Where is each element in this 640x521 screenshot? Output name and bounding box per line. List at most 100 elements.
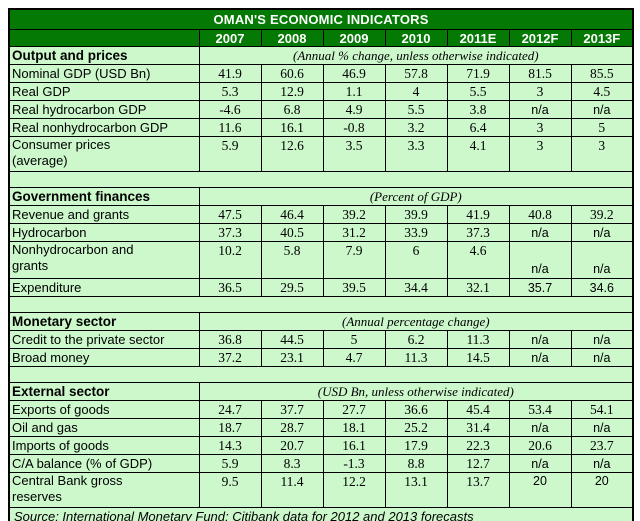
value-cell: 13.7 <box>446 472 510 508</box>
value-cell: 5.8 <box>260 241 324 279</box>
value-cell: 31.2 <box>322 223 386 242</box>
value-cell: 3.5 <box>322 136 386 172</box>
value-cell: 11.3 <box>446 330 510 349</box>
value-cell: 28.7 <box>260 418 324 437</box>
value-cell: 8.3 <box>260 454 324 473</box>
table-row-real-hydrocarbon-gdp: Real hydrocarbon GDP -4.6 6.8 4.9 5.5 3.8 n/a n… <box>8 100 634 119</box>
value-cell: 47.5 <box>198 205 262 224</box>
value-cell: 39.5 <box>322 278 386 297</box>
row-label: Nonhydrocarbon and grants <box>8 241 200 279</box>
value-cell: 16.1 <box>260 118 324 137</box>
value-cell: 3 <box>508 136 572 172</box>
value-cell: 20.6 <box>508 436 572 455</box>
table-row-nominal-gdp-usd-bn: Nominal GDP (USD Bn) 41.9 60.6 46.9 57.8 71.9… <box>8 64 634 83</box>
value-cell: 8.8 <box>384 454 448 473</box>
value-cell: 3.8 <box>446 100 510 119</box>
table-row-broad-money: Broad money 37.2 23.1 4.7 11.3 14.5 n/a n/a <box>8 348 634 367</box>
value-cell: 22.3 <box>446 436 510 455</box>
value-cell: n/a <box>508 418 572 437</box>
section-header-row-monetary-sector: Monetary sector (Annual percentage change… <box>8 312 634 331</box>
value-cell: 20 <box>570 472 634 508</box>
row-label: Real hydrocarbon GDP <box>8 100 200 119</box>
row-label: Central Bank gross reserves <box>8 472 200 508</box>
value-cell: 37.3 <box>198 223 262 242</box>
value-cell: 81.5 <box>508 64 572 83</box>
value-cell: n/a <box>508 241 572 279</box>
value-cell: 71.9 <box>446 64 510 83</box>
section-unit-note: (Annual percentage change) <box>198 312 634 331</box>
value-cell: 57.8 <box>384 64 448 83</box>
row-label: Expenditure <box>8 278 200 297</box>
value-cell: 4 <box>384 82 448 101</box>
section-spacer-row <box>8 296 634 313</box>
value-cell: 25.2 <box>384 418 448 437</box>
value-cell: n/a <box>570 100 634 119</box>
value-cell: 6.4 <box>446 118 510 137</box>
row-label: Credit to the private sector <box>8 330 200 349</box>
year-header-2008: 2008 <box>260 29 324 47</box>
section-spacer <box>8 296 634 313</box>
table-row-oil-and-gas: Oil and gas 18.7 28.7 18.1 25.2 31.4 n/a n/a <box>8 418 634 437</box>
value-cell: 23.1 <box>260 348 324 367</box>
table-row-real-nonhydrocarbon-gdp: Real nonhydrocarbon GDP 11.6 16.1 -0.8 3.2 6.… <box>8 118 634 137</box>
value-cell: 11.3 <box>384 348 448 367</box>
value-cell: 46.9 <box>322 64 386 83</box>
year-header-2009: 2009 <box>322 29 386 47</box>
value-cell: 37.3 <box>446 223 510 242</box>
section-spacer <box>8 366 634 383</box>
value-cell: n/a <box>570 241 634 279</box>
value-cell: 10.2 <box>198 241 262 279</box>
row-label: Nominal GDP (USD Bn) <box>8 64 200 83</box>
value-cell: n/a <box>570 454 634 473</box>
value-cell: -4.6 <box>198 100 262 119</box>
value-cell: 5.5 <box>384 100 448 119</box>
table-row-nonhydrocarbon-and-grants: Nonhydrocarbon and grants 10.2 5.8 7.9 6 4.6 n… <box>8 241 634 279</box>
section-spacer-row <box>8 171 634 188</box>
value-cell: 5 <box>570 118 634 137</box>
row-label: Exports of goods <box>8 400 200 419</box>
row-label: Hydrocarbon <box>8 223 200 242</box>
value-cell: 60.6 <box>260 64 324 83</box>
source-row: Source: International Monetary Fund; Cit… <box>8 507 634 521</box>
section-title: Government finances <box>8 187 200 206</box>
value-cell: 27.7 <box>322 400 386 419</box>
value-cell: 40.5 <box>260 223 324 242</box>
value-cell: 13.1 <box>384 472 448 508</box>
value-cell: 31.4 <box>446 418 510 437</box>
economic-indicators-table: OMAN'S ECONOMIC INDICATORS 2007 2008 200… <box>8 8 635 521</box>
section-spacer-row <box>8 366 634 383</box>
value-cell: 34.4 <box>384 278 448 297</box>
value-cell: 29.5 <box>260 278 324 297</box>
value-cell: 12.6 <box>260 136 324 172</box>
source-note: Source: International Monetary Fund; Cit… <box>8 507 634 521</box>
value-cell: 3.2 <box>384 118 448 137</box>
value-cell: 3 <box>508 82 572 101</box>
value-cell: 32.1 <box>446 278 510 297</box>
value-cell: 33.9 <box>384 223 448 242</box>
value-cell: 12.2 <box>322 472 386 508</box>
value-cell: 36.8 <box>198 330 262 349</box>
value-cell: 37.2 <box>198 348 262 367</box>
row-label: Imports of goods <box>8 436 200 455</box>
year-header-2010: 2010 <box>384 29 448 47</box>
value-cell: 4.5 <box>570 82 634 101</box>
section-header-row-external-sector: External sector (USD Bn, unless otherwise… <box>8 382 634 401</box>
value-cell: n/a <box>570 418 634 437</box>
value-cell: 17.9 <box>384 436 448 455</box>
year-header-2007: 2007 <box>198 29 262 47</box>
value-cell: 24.7 <box>198 400 262 419</box>
table-row-expenditure: Expenditure 36.5 29.5 39.5 34.4 32.1 35.7 34.6 <box>8 278 634 297</box>
value-cell: 12.9 <box>260 82 324 101</box>
value-cell: 5 <box>322 330 386 349</box>
value-cell: 6.8 <box>260 100 324 119</box>
value-cell: 3.3 <box>384 136 448 172</box>
value-cell: n/a <box>570 348 634 367</box>
value-cell: 16.1 <box>322 436 386 455</box>
section-header-row-government-finances: Government finances (Percent of GDP) <box>8 187 634 206</box>
value-cell: 14.5 <box>446 348 510 367</box>
value-cell: 5.9 <box>198 136 262 172</box>
value-cell: 3 <box>508 118 572 137</box>
value-cell: n/a <box>508 454 572 473</box>
year-header-2012f: 2012F <box>508 29 572 47</box>
